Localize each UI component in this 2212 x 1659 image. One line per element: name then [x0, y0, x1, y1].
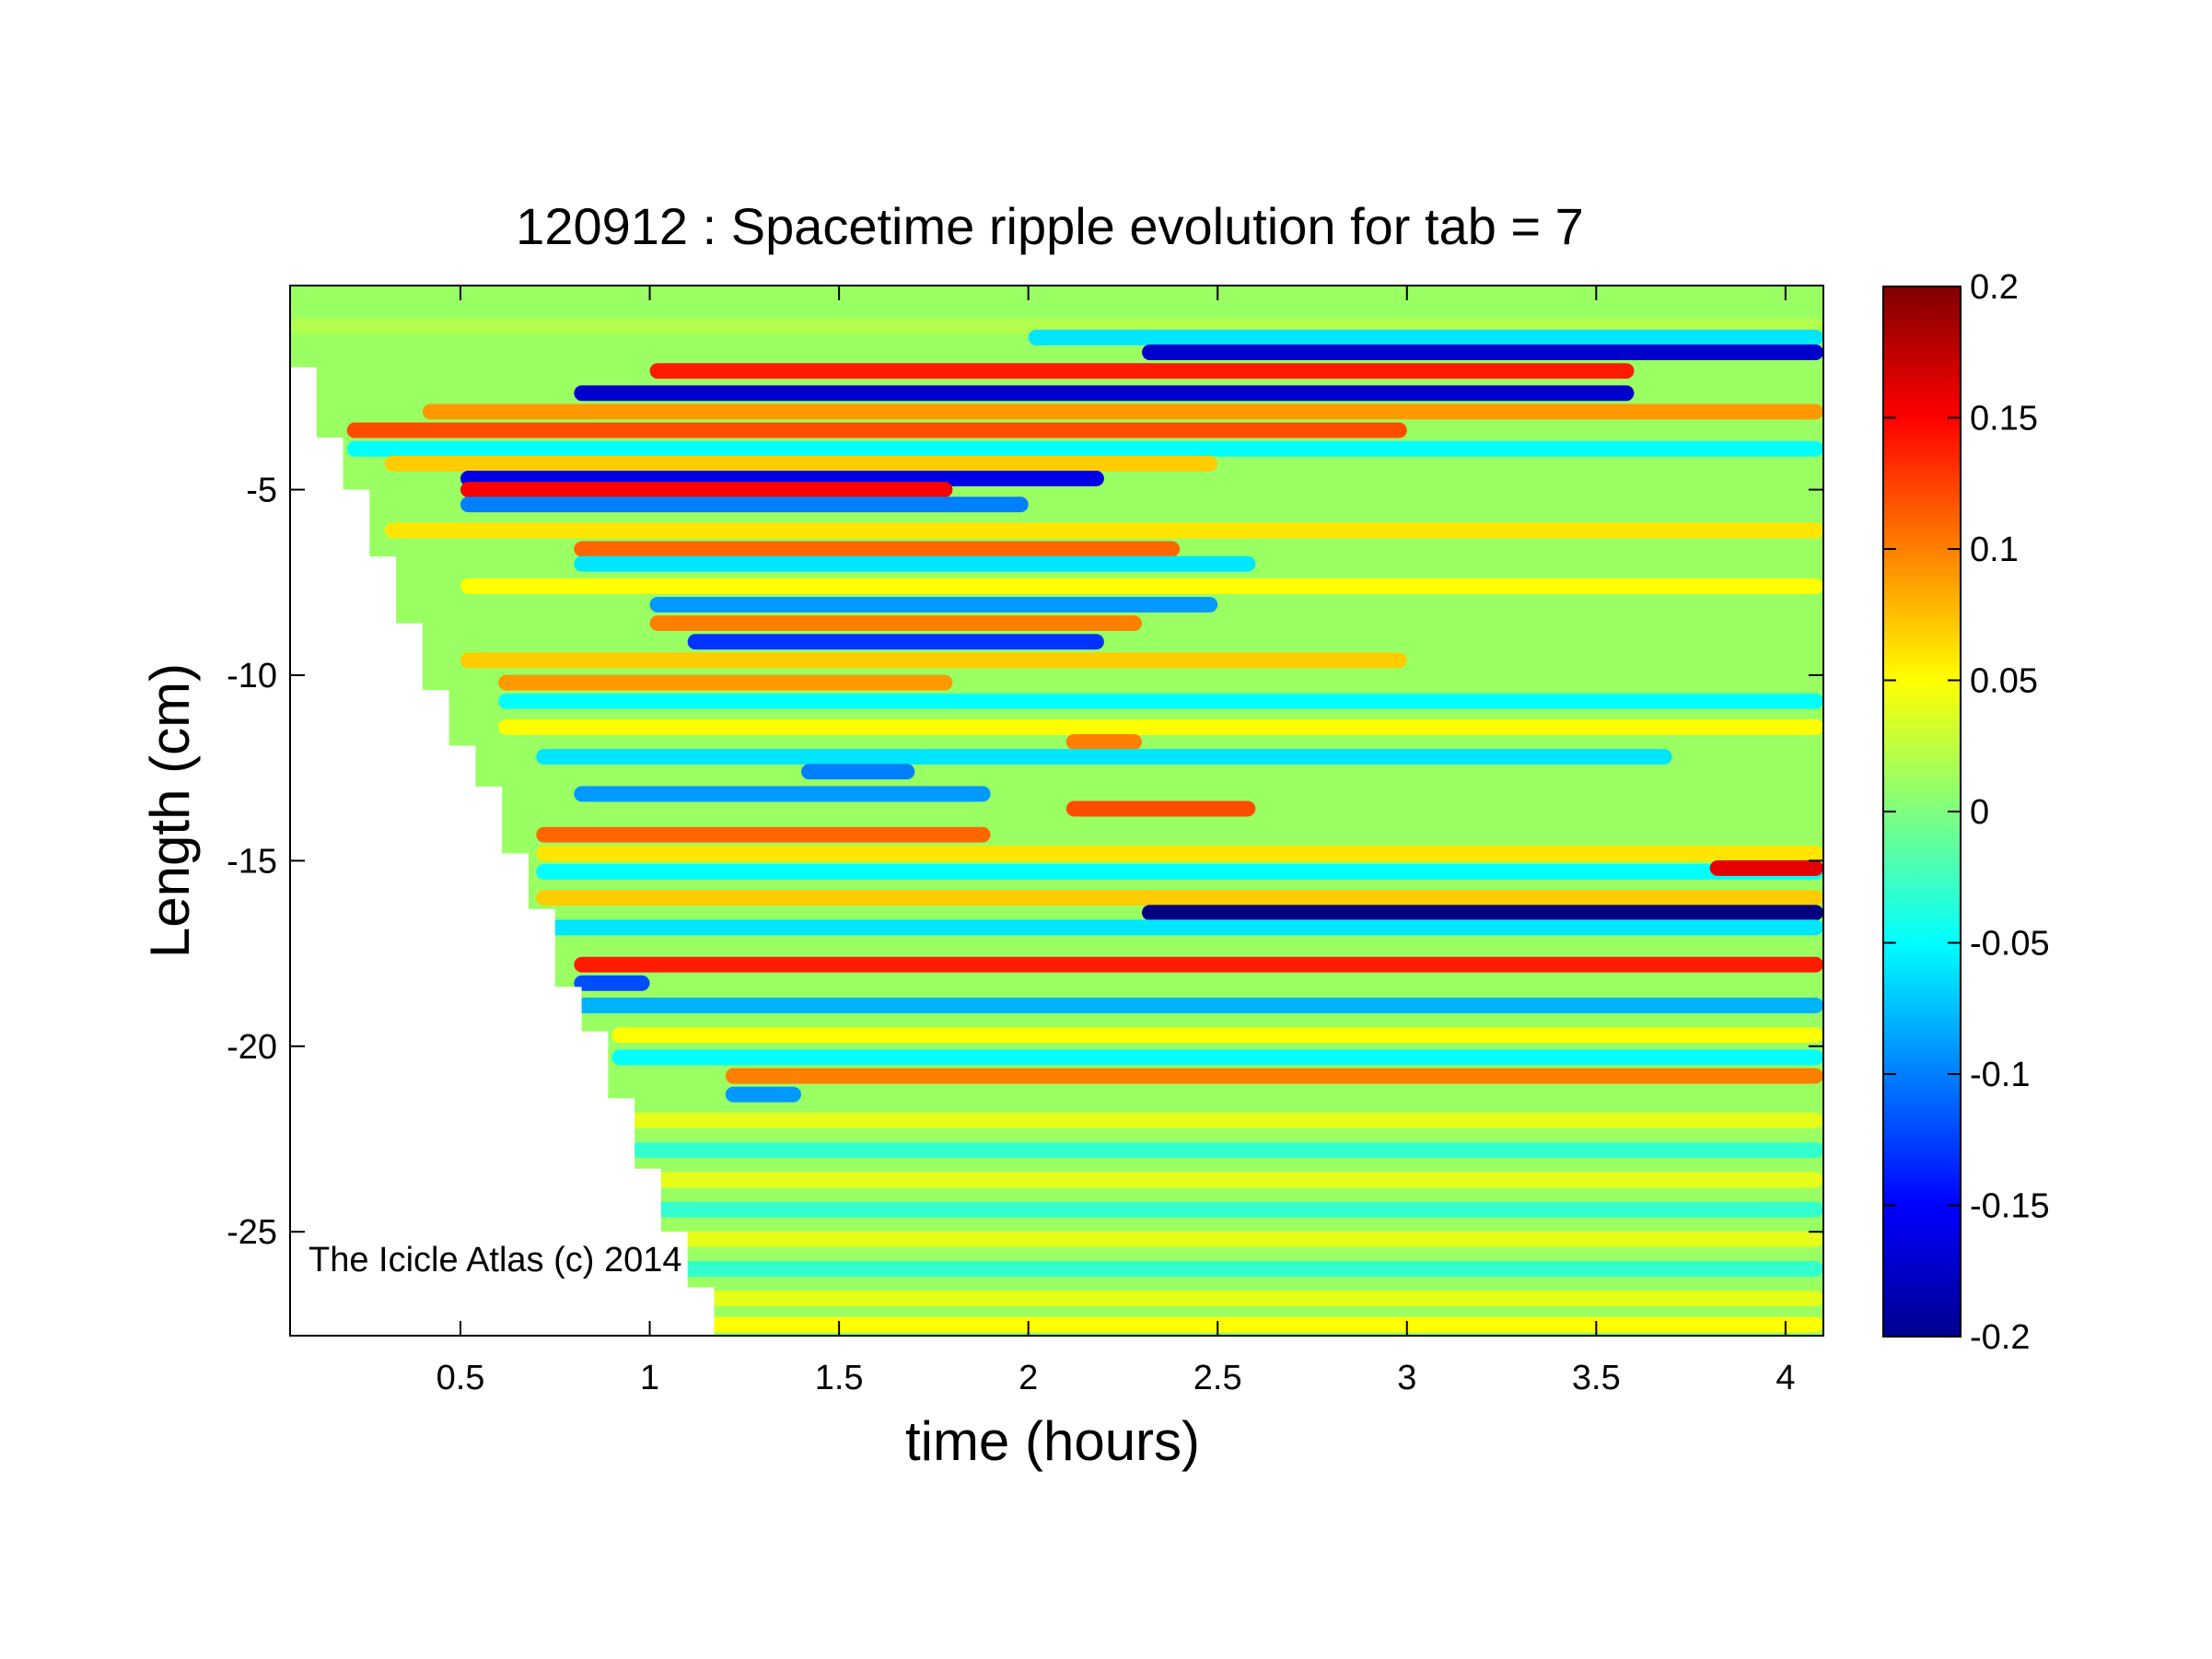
heatmap-band [498, 719, 1823, 735]
heatmap-band [498, 693, 1823, 709]
heatmap-band [460, 482, 953, 498]
heatmap-bands [290, 318, 1823, 1333]
heatmap-band [1142, 905, 1823, 921]
heatmap-band [536, 890, 1823, 906]
heatmap-band [649, 1201, 1823, 1218]
heatmap-band [649, 363, 1635, 380]
heatmap-band [574, 998, 1823, 1013]
y-axis: -5 -10 -15 -20 -25 [227, 472, 1823, 1252]
heatmap-band [574, 385, 1635, 402]
colorbar-tick-label: 0 [1970, 793, 1989, 832]
x-tick-label: 0.5 [437, 1359, 485, 1397]
heatmap-band [687, 1291, 1823, 1307]
heatmap-band [460, 497, 1029, 513]
heatmap-band [536, 826, 991, 843]
watermark-text: The Icicle Atlas (c) 2014 [309, 1241, 682, 1279]
chart-title: 120912 : Spacetime ripple evolution for … [516, 197, 1584, 255]
x-tick-label: 1.5 [815, 1359, 864, 1397]
y-tick-label: -15 [227, 842, 277, 881]
heatmap-band [611, 1112, 1823, 1128]
heatmap-band [611, 1049, 1823, 1066]
x-tick-label: 1 [640, 1359, 659, 1397]
heatmap-band [611, 1027, 1823, 1044]
y-tick-label: -20 [227, 1028, 277, 1067]
no-data-region [290, 367, 715, 1336]
heatmap-band [574, 956, 1823, 973]
heatmap-band [649, 1231, 1823, 1247]
heatmap-band [725, 1086, 801, 1103]
heatmap-band [725, 1068, 1823, 1084]
x-tick-label: 2.5 [1193, 1359, 1242, 1397]
plot-frame [289, 285, 1824, 1337]
heatmap-band [801, 764, 915, 780]
heatmap [290, 286, 1823, 1336]
x-tick-label: 2 [1019, 1359, 1038, 1397]
heatmap-band [649, 615, 1142, 632]
heatmap-band [574, 555, 1256, 572]
heatmap-band [498, 674, 953, 691]
heatmap-band [687, 1316, 1823, 1333]
heatmap-band [346, 422, 1407, 438]
y-axis-label: Length (cm) [139, 663, 201, 958]
heatmap-band [611, 1142, 1823, 1159]
y-tick-label: -5 [246, 472, 277, 510]
x-tick-label: 3.5 [1572, 1359, 1621, 1397]
heatmap-band [384, 522, 1823, 539]
heatmap-band [536, 749, 1672, 765]
colorbar-tick-label: 0.2 [1970, 268, 2019, 307]
x-tick-label: 3 [1397, 1359, 1416, 1397]
heatmap-band [1065, 734, 1142, 750]
heatmap-band [536, 845, 1823, 861]
heatmap-band [687, 634, 1104, 650]
colorbar-tick-label: 0.1 [1970, 531, 2019, 569]
y-tick-label: -10 [227, 657, 277, 695]
colorbar: 0.2 0.15 0.1 0.05 0 -0.05 -0.1 -0.15 -0.2 [1882, 268, 2050, 1357]
heatmap-band [649, 596, 1218, 613]
colorbar-tick-label: -0.2 [1970, 1318, 2030, 1357]
heatmap-band [346, 440, 1823, 457]
colorbar-tick-label: -0.05 [1970, 925, 2050, 964]
heatmap-band [384, 455, 1218, 472]
heatmap-band [574, 541, 1181, 557]
x-axis: 0.5 1 1.5 2 2.5 3 3.5 4 [437, 286, 1795, 1397]
heatmap-band [574, 786, 991, 802]
colorbar-tick-label: -0.1 [1970, 1056, 2030, 1094]
heatmap-band [1028, 329, 1823, 345]
colorbar-tick-label: -0.15 [1970, 1187, 2050, 1226]
heatmap-band [422, 403, 1823, 420]
y-tick-label: -25 [227, 1213, 277, 1252]
x-tick-label: 4 [1775, 1359, 1795, 1397]
heatmap-band [1142, 345, 1823, 360]
heatmap-band [649, 1261, 1823, 1277]
x-axis-label: time (hours) [905, 1410, 1200, 1472]
heatmap-band [1065, 800, 1256, 817]
heatmap-band [460, 652, 1407, 669]
colorbar-ticks: 0.2 0.15 0.1 0.05 0 -0.05 -0.1 -0.15 -0.2 [1883, 268, 2050, 1357]
colorbar-tick-label: 0.15 [1970, 400, 2038, 438]
heatmap-band [536, 864, 1823, 880]
heatmap-band [536, 919, 1823, 936]
heatmap-band [460, 578, 1823, 594]
colorbar-tick-label: 0.05 [1970, 662, 2038, 701]
heatmap-band [574, 975, 650, 991]
heatmap-band [611, 1172, 1823, 1188]
heatmap-band [1709, 859, 1823, 876]
